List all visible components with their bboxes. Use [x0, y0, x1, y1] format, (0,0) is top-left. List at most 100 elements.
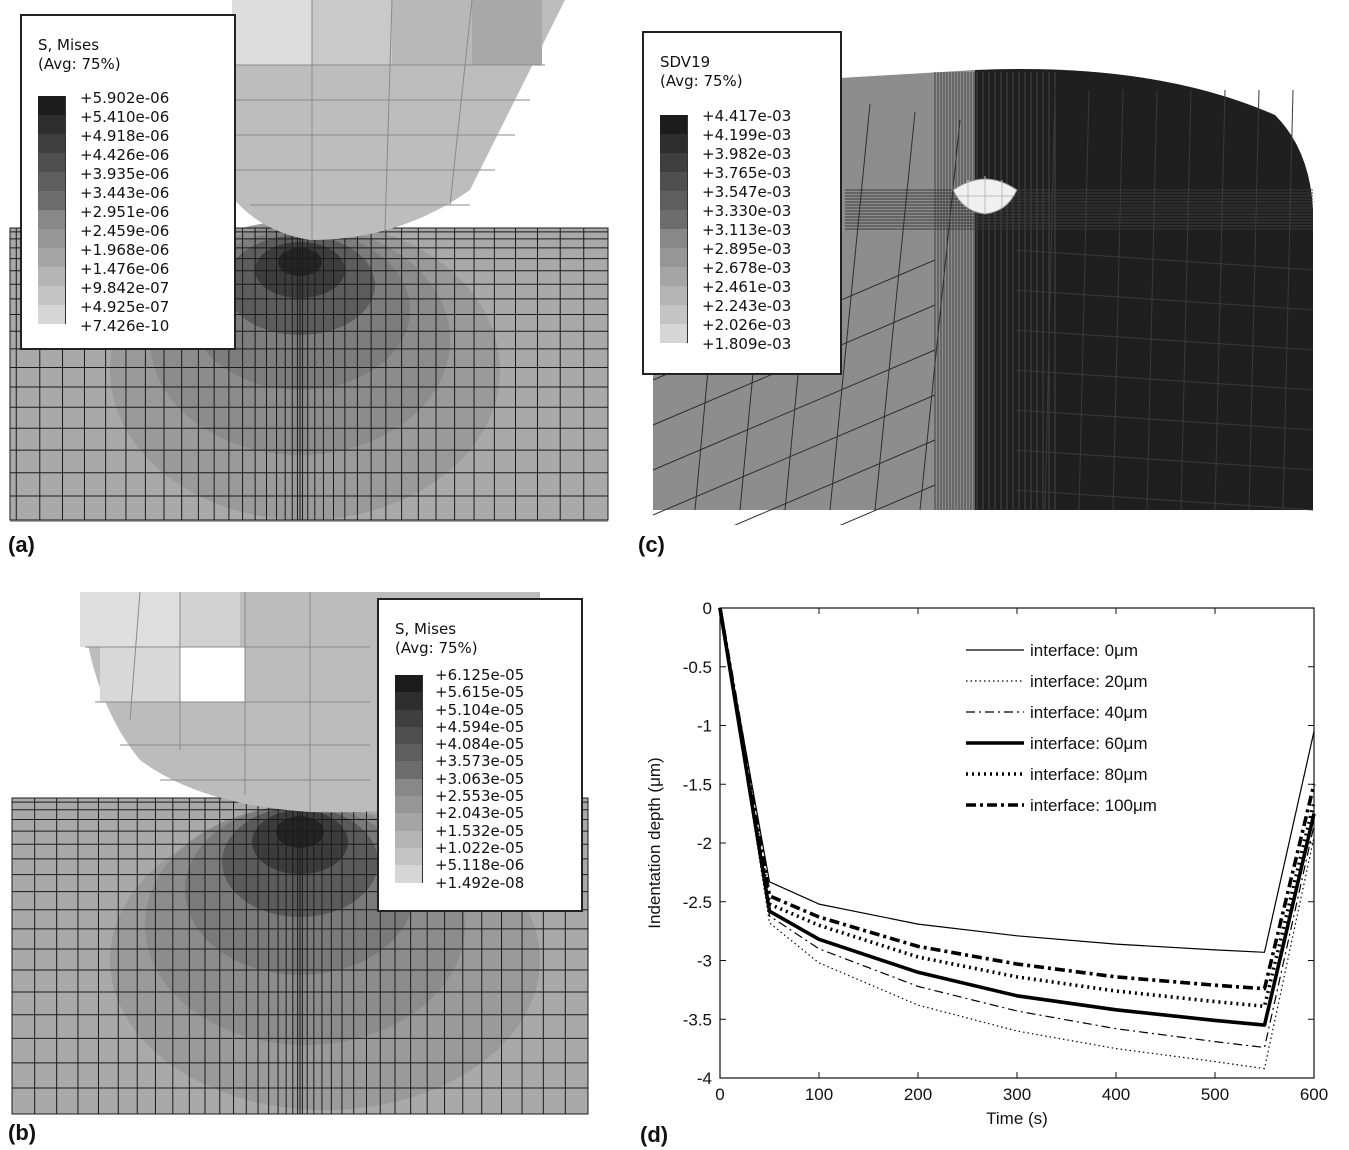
legend-swatch — [660, 153, 688, 172]
x-tick-label: 100 — [805, 1085, 833, 1104]
legend-swatch — [38, 96, 66, 115]
legend-values-c: +4.417e-03 +4.199e-03 +3.982e-03 +3.765e-03… — [702, 107, 791, 354]
legend-value: +2.243e-03 — [702, 297, 792, 315]
legend-swatch — [395, 847, 423, 866]
legend-swatch — [660, 248, 688, 267]
legend-value: +2.895e-03 — [702, 240, 792, 258]
legend-swatch — [38, 229, 66, 248]
legend-value: +9.842e-07 — [80, 279, 170, 297]
legend-value: +5.104e-05 — [435, 700, 525, 719]
legend-a: S, Mises (Avg: 75%) +5.902e-06 +5.410e-06 +… — [20, 14, 236, 350]
legend-title-b: S, Mises — [395, 620, 457, 638]
legend-value: +4.417e-03 — [702, 107, 792, 125]
legend-value: +2.461e-03 — [702, 278, 792, 296]
legend-subtitle-a: (Avg: 75%) — [38, 55, 121, 73]
legend-value: +1.532e-05 — [435, 821, 525, 840]
legend-swatch — [395, 778, 423, 797]
legend-c: SDV19 (Avg: 75%) +4.417e-03 +4.199e-03 +3.9… — [642, 31, 842, 375]
legend-value: +3.063e-05 — [435, 769, 525, 788]
y-tick-label: -1 — [697, 717, 712, 736]
legend-value: +2.951e-06 — [80, 203, 170, 221]
legend-value: +2.043e-05 — [435, 804, 525, 823]
y-tick-label: -3 — [697, 952, 712, 971]
legend-value: +6.125e-05 — [435, 666, 525, 684]
legend-value: +3.765e-03 — [702, 164, 792, 182]
series-line — [718, 607, 1316, 1009]
legend-entry: interface: 60μm — [1030, 734, 1148, 753]
panel-c: SDV19 (Avg: 75%) +4.417e-03 +4.199e-03 +3.9… — [635, 0, 1349, 560]
series-line — [718, 607, 1316, 1027]
x-tick-label: 200 — [904, 1085, 932, 1104]
legend-entry: interface: 0μm — [1030, 641, 1138, 660]
x-tick-label: 500 — [1201, 1085, 1229, 1104]
legend-swatch — [395, 726, 423, 745]
y-tick-label: -2.5 — [683, 893, 712, 912]
legend-swatch — [38, 248, 66, 267]
legend-title-c: SDV19 — [660, 53, 711, 71]
legend-value: +5.615e-05 — [435, 683, 525, 702]
legend-swatch — [395, 709, 423, 727]
legend-entry: interface: 100μm — [1030, 796, 1157, 815]
legend-value: +1.809e-03 — [702, 335, 792, 353]
panel-a: S, Mises (Avg: 75%) +5.902e-06 +5.410e-06 +… — [0, 0, 620, 560]
legend-value: +4.199e-03 — [702, 126, 792, 144]
panel-b: S, Mises (Avg: 75%) +6.125e-05 +5.615e-05 +… — [0, 580, 620, 1150]
legend-swatch — [38, 286, 66, 305]
series-line — [719, 607, 1315, 1049]
x-tick-label: 300 — [1003, 1085, 1031, 1104]
legend-swatch — [38, 153, 66, 172]
legend-value: +3.573e-05 — [435, 752, 525, 771]
legend-swatch — [395, 692, 423, 710]
panel-label-a: (a) — [8, 532, 35, 557]
legend-swatch — [395, 813, 423, 831]
y-tick-label: -2 — [697, 834, 712, 853]
legend-value: +3.113e-03 — [702, 221, 792, 239]
legend-value: +1.968e-06 — [80, 241, 170, 259]
legend-value: +1.022e-05 — [435, 838, 525, 857]
y-axis-label: Indentation depth (μm) — [645, 757, 664, 928]
legend-swatch — [660, 286, 688, 305]
legend-value: +3.982e-03 — [702, 145, 792, 163]
legend-swatch — [38, 115, 66, 134]
legend-swatch — [660, 210, 688, 229]
legend-swatch — [395, 744, 423, 762]
legend-swatch — [395, 675, 423, 693]
legend-swatches-c — [660, 115, 688, 343]
legend-value: +5.118e-06 — [435, 856, 525, 875]
panel-label-d: (d) — [640, 1122, 669, 1147]
legend-swatches-b — [395, 675, 423, 883]
legend-value: +4.925e-07 — [80, 298, 170, 316]
x-tick-label: 400 — [1102, 1085, 1130, 1104]
legend-swatch — [38, 134, 66, 153]
legend-entry: interface: 40μm — [1030, 703, 1148, 722]
y-tick-label: -4 — [697, 1069, 712, 1088]
legend-swatch — [660, 324, 688, 343]
legend-value: +1.492e-08 — [435, 873, 525, 892]
legend-value: +2.026e-03 — [702, 316, 792, 334]
legend-subtitle-b: (Avg: 75%) — [395, 639, 478, 657]
legend-value: +5.410e-06 — [80, 108, 170, 126]
legend-entry: interface: 20μm — [1030, 672, 1148, 691]
plot-frame — [719, 607, 1315, 1079]
legend-value: +3.330e-03 — [702, 202, 792, 220]
legend-title-a: S, Mises — [38, 36, 100, 54]
legend-swatch — [38, 305, 66, 324]
legend-swatch — [660, 115, 688, 134]
panel-label-b: (b) — [8, 1120, 37, 1145]
legend-swatch — [395, 865, 423, 883]
legend-value: +2.459e-06 — [80, 222, 170, 240]
legend-value: +3.443e-06 — [80, 184, 170, 202]
x-tick-label: 600 — [1300, 1085, 1328, 1104]
chart-indentation-depth: 0 100 200 300 400 500 600 0 -0.5 -1 -1.5 -2 -2.5 -3 -3… — [645, 599, 1328, 1128]
series-line — [718, 607, 1316, 991]
legend-swatch — [660, 305, 688, 324]
legend-value: +7.426e-10 — [80, 317, 170, 335]
legend-b: S, Mises (Avg: 75%) +6.125e-05 +5.615e-05 +… — [377, 598, 583, 912]
legend-value: +2.678e-03 — [702, 259, 792, 277]
legend-swatch — [395, 761, 423, 779]
legend-value: +4.594e-05 — [435, 717, 525, 736]
legend-swatch — [660, 191, 688, 210]
y-tick-label: -3.5 — [683, 1010, 712, 1029]
legend-swatch — [395, 830, 423, 848]
legend-swatch — [38, 172, 66, 191]
